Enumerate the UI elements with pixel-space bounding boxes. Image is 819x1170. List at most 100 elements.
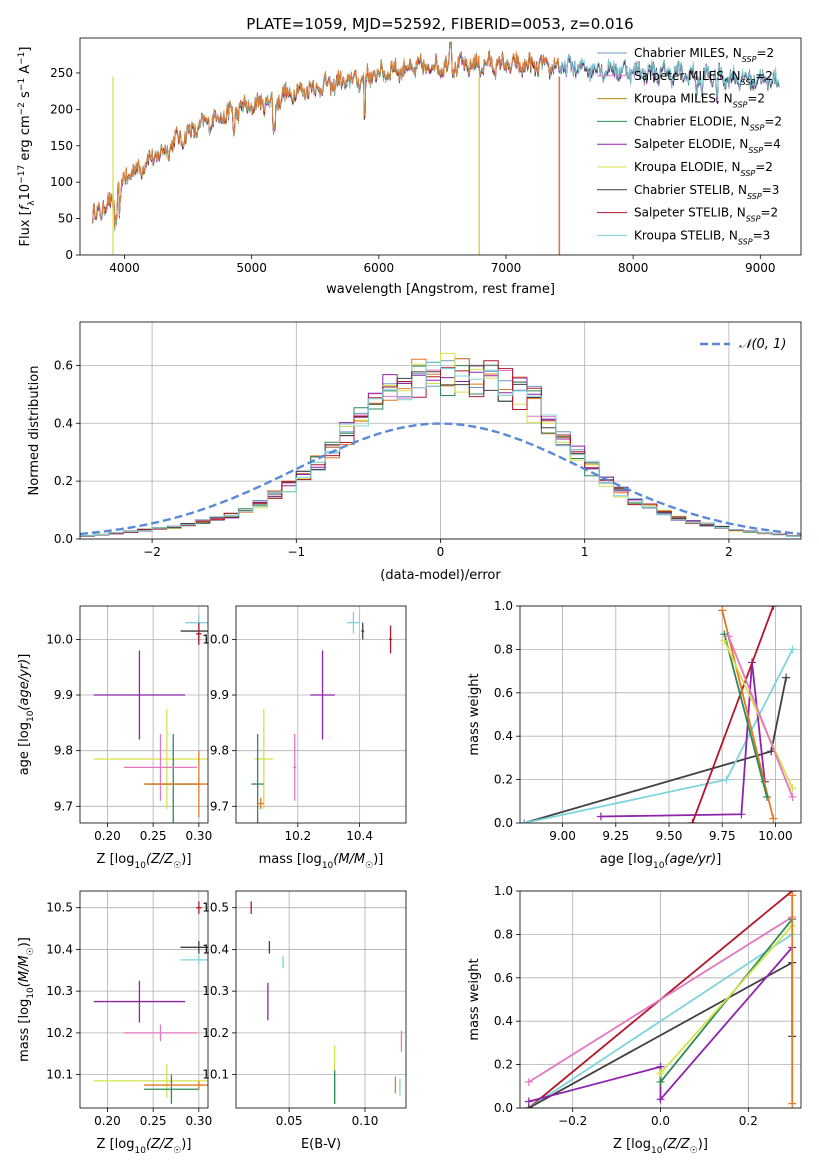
weight-line: [528, 916, 793, 1083]
label-part: Flux [: [18, 210, 33, 246]
x-tick-label: 7000: [491, 261, 522, 275]
axes-frame: [235, 890, 407, 1109]
y-axis-label: mass weight: [467, 958, 482, 1040]
spectrum-line: [92, 42, 560, 227]
label-part: SSP: [733, 100, 748, 109]
y-tick-label: 10.0: [46, 632, 73, 646]
label-part: Kroupa STELIB, N: [634, 228, 738, 242]
label-part: −1: [17, 52, 27, 65]
y-tick-label: 10.0: [202, 632, 229, 646]
x-tick-label: 9.75: [709, 829, 736, 843]
spectrum-line: [92, 41, 560, 229]
y-tick-label: 10.1: [46, 1068, 73, 1082]
x-tick-label: 9.25: [602, 829, 629, 843]
axes-frame: [79, 37, 802, 256]
x-axis-label: (data-model)/error: [380, 568, 501, 583]
x-axis-label: wavelength [Angstrom, rest frame]: [326, 282, 555, 297]
x-tick-label: 0.25: [140, 829, 167, 843]
y-tick-label: 0.6: [494, 686, 513, 700]
y-tick-label: 9.9: [54, 688, 73, 702]
label-part: ☉: [365, 861, 373, 871]
x-tick-label: 6000: [364, 261, 395, 275]
y-tick-label: 9.9: [210, 688, 229, 702]
label-part: 10: [26, 710, 36, 722]
label-part: Salpeter ELODIE, N: [634, 137, 748, 151]
spectrum-chart: 4000 5000 6000 7000 8000 9000 0 50 100 150 200 250 w…: [17, 37, 802, 297]
legend-label: Kroupa STELIB, NSSP=3: [634, 228, 770, 246]
plot-area: [93, 614, 208, 823]
plot-area: [524, 891, 797, 1108]
label-part: 10: [134, 1146, 146, 1156]
label-part: Kroupa MILES, N: [634, 92, 733, 106]
histogram-series: [80, 361, 801, 539]
weight-marker: [769, 606, 778, 610]
legend-label: Salpeter STELIB, NSSP=2: [634, 206, 778, 224]
y-tick-label: 0.2: [494, 773, 513, 787]
y-tick-label: 0.4: [494, 1014, 513, 1028]
weight-line: [723, 640, 794, 789]
plot-area: [251, 611, 393, 823]
label-part: 10: [322, 861, 334, 871]
x-tick-label: 10.2: [284, 829, 311, 843]
label-part: 10: [651, 1146, 663, 1156]
weight-marker: [724, 632, 733, 641]
x-tick-label: 0.30: [185, 1114, 212, 1128]
label-part: Salpeter STELIB, N: [634, 206, 746, 220]
y-tick-label: 10.3: [46, 984, 73, 998]
label-part: Z [log: [97, 852, 135, 867]
y-tick-label: 100: [50, 175, 73, 189]
label-part: Z [log: [613, 1137, 651, 1152]
label-part: ☉: [26, 947, 36, 955]
x-axis-label: age [log10(age/yr)]: [600, 852, 722, 871]
label-part: −2: [17, 102, 27, 115]
y-tick-label: 0.0: [494, 1101, 513, 1115]
y-tick-label: 0: [65, 248, 73, 262]
x-tick-label: −0.2: [558, 1114, 587, 1128]
y-axis-label: Normed distribution: [27, 366, 42, 496]
x-tick-label: 9.50: [656, 829, 683, 843]
label-part: ]: [716, 852, 721, 867]
x-tick-label: 0.25: [140, 1114, 167, 1128]
y-tick-label: 50: [58, 212, 73, 226]
weight-marker: [788, 792, 797, 801]
weight-marker: [788, 1099, 797, 1108]
y-tick-label: 9.7: [54, 799, 73, 813]
label-part: =2: [760, 206, 778, 220]
x-tick-label: 8000: [618, 261, 649, 275]
legend-label: 𝒩(0, 1): [739, 337, 786, 352]
mass-vs-ebv-chart: 0.05 0.10 10.1 10.2 10.3 10.4 10.5 E(B-V): [202, 890, 407, 1152]
y-axis-label: Flux [fλ10−17 erg cm−2 s−1 A−1]: [17, 47, 37, 247]
label-part: ☉: [173, 861, 181, 871]
label-part: λ: [27, 200, 37, 206]
legend-label: Kroupa ELODIE, NSSP=2: [634, 160, 773, 178]
x-tick-label: 0.30: [185, 829, 212, 843]
label-part: (age/yr): [17, 659, 32, 711]
label-part: =2: [747, 92, 765, 106]
x-tick-label: 9000: [745, 261, 776, 275]
weight-marker: [722, 775, 731, 784]
x-tick-label: 0.20: [94, 1114, 121, 1128]
y-tick-label: 0.2: [54, 474, 73, 488]
y-tick-label: 0.6: [54, 358, 73, 372]
label-part: s: [18, 91, 33, 102]
label-part: (Z/Z: [662, 1137, 690, 1152]
label-part: SSP: [741, 169, 756, 178]
residual-histogram-chart: −2 −1 0 1 2 0.0 0.2 0.4 0.6 𝒩(0, 1) (data-model)/e…: [27, 321, 802, 583]
spectrum-line: [112, 41, 480, 231]
weight-line: [600, 662, 766, 818]
label-part: Kroupa ELODIE, N: [634, 160, 741, 174]
x-tick-label: 5000: [236, 261, 267, 275]
x-tick-label: 0.2: [739, 1114, 758, 1128]
label-part: =3: [762, 183, 780, 197]
x-tick-label: 0.10: [352, 1114, 379, 1128]
weight-marker: [718, 606, 727, 615]
label-part: erg cm: [18, 115, 33, 164]
label-part: 10: [18, 184, 33, 201]
weight-marker: [596, 812, 605, 821]
legend-label: Chabrier MILES, NSSP=2: [634, 46, 774, 64]
y-tick-label: 10.1: [202, 1068, 229, 1082]
label-part: (Z/Z: [146, 1137, 174, 1152]
label-part: mass [log: [17, 999, 32, 1062]
